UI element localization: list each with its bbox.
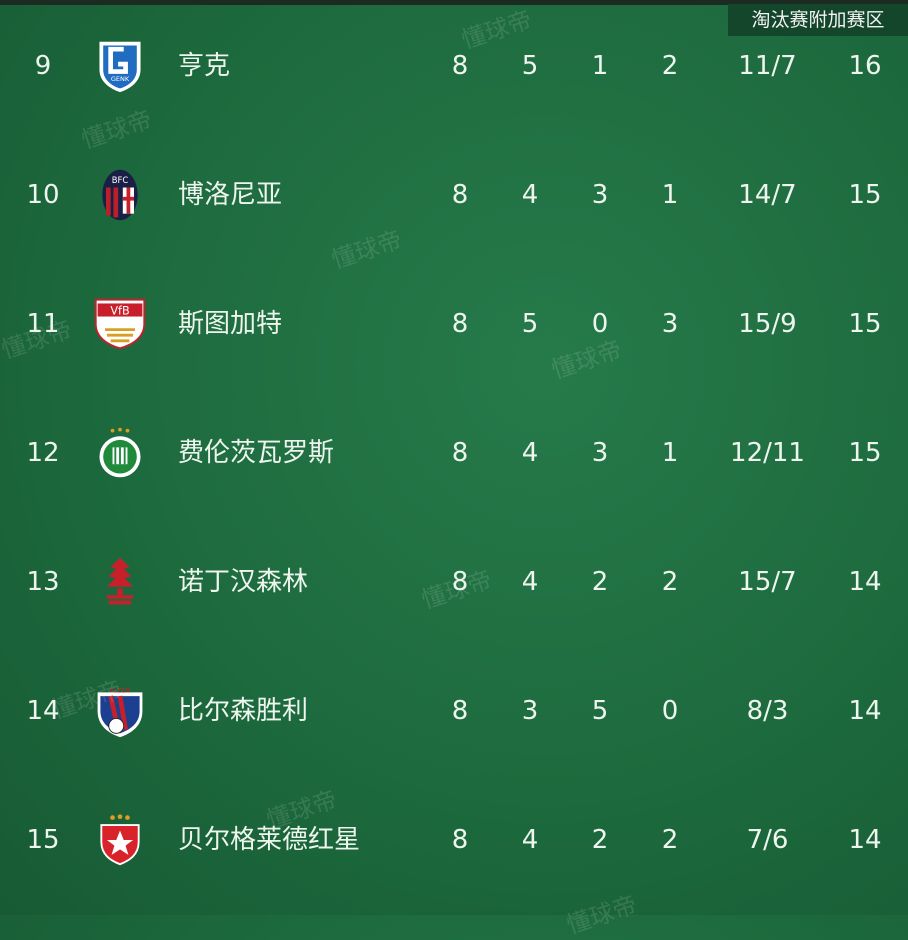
points-cell: 15 [848,309,882,339]
drawn-cell: 0 [591,309,609,339]
won-cell: 3 [521,696,539,726]
ferencvaros-crest-icon [90,425,150,481]
played-cell: 8 [451,567,469,597]
played-cell: 8 [451,309,469,339]
goals-cell: 8/3 [746,696,789,726]
rank-cell: 14 [26,696,60,726]
rank-cell: 11 [26,309,60,339]
lost-cell: 2 [661,51,679,81]
lost-cell: 2 [661,567,679,597]
goals-cell: 14/7 [738,180,797,210]
won-cell: 4 [521,567,539,597]
team-name: 比尔森胜利 [178,696,309,726]
played-cell: 8 [451,825,469,855]
table-row[interactable]: 15 贝尔格莱德红星 8 4 2 2 7/6 14 [0,810,908,870]
rank-cell: 10 [26,180,60,210]
table-row[interactable]: GENK 9 亨克 8 5 1 2 11/7 16 [0,36,908,96]
won-cell: 5 [521,51,539,81]
lost-cell: 1 [661,438,679,468]
drawn-cell: 3 [591,438,609,468]
team-name: 贝尔格莱德红星 [178,825,361,855]
won-cell: 4 [521,438,539,468]
points-cell: 14 [848,696,882,726]
played-cell: 8 [451,180,469,210]
svg-text:VfB: VfB [110,305,129,318]
drawn-cell: 2 [591,567,609,597]
svg-text:GENK: GENK [111,75,130,83]
points-cell: 14 [848,825,882,855]
goals-cell: 12/11 [730,438,805,468]
goals-cell: 15/7 [738,567,797,597]
watermark: 懂球帝 [563,890,641,940]
rank-cell: 12 [26,438,60,468]
table-row[interactable]: VfB 11 斯图加特 8 5 0 3 15/9 15 [0,294,908,354]
drawn-cell: 2 [591,825,609,855]
goals-cell: 7/6 [746,825,789,855]
played-cell: 8 [451,438,469,468]
svg-text:PLZEŇ: PLZEŇ [109,685,130,694]
table-row[interactable]: 12 费伦茨瓦罗斯 8 4 3 1 12/11 15 [0,423,908,483]
team-name: 费伦茨瓦罗斯 [178,438,335,468]
lost-cell: 2 [661,825,679,855]
zone-label: 淘汰赛附加赛区 [728,4,908,36]
lost-cell: 3 [661,309,679,339]
table-row[interactable]: BFC 10 博洛尼亚 8 4 3 1 14/7 15 [0,165,908,225]
team-name: 斯图加特 [178,309,283,339]
drawn-cell: 1 [591,51,609,81]
team-name: 博洛尼亚 [178,180,283,210]
points-cell: 15 [848,180,882,210]
bologna-crest-icon: BFC [90,167,150,223]
svg-text:BFC: BFC [112,175,129,185]
rank-cell: 9 [34,51,52,81]
table-row[interactable]: 13 诺丁汉森林 8 4 2 2 15/7 14 [0,552,908,612]
viktoria-plzen-crest-icon: PLZEŇ [90,683,150,739]
lost-cell: 1 [661,180,679,210]
genk-crest-icon: GENK [90,38,150,94]
drawn-cell: 5 [591,696,609,726]
rank-cell: 15 [26,825,60,855]
points-cell: 16 [848,51,882,81]
watermark: 懂球帝 [328,225,406,275]
lost-cell: 0 [661,696,679,726]
nottingham-forest-crest-icon [90,554,150,610]
played-cell: 8 [451,696,469,726]
points-cell: 15 [848,438,882,468]
won-cell: 4 [521,825,539,855]
table-row[interactable]: PLZEŇ 14 比尔森胜利 8 3 5 0 8/3 14 [0,681,908,741]
goals-cell: 11/7 [738,51,797,81]
team-name: 亨克 [178,51,231,81]
team-name: 诺丁汉森林 [178,567,309,597]
won-cell: 5 [521,309,539,339]
won-cell: 4 [521,180,539,210]
drawn-cell: 3 [591,180,609,210]
red-star-belgrade-crest-icon [90,812,150,868]
goals-cell: 15/9 [738,309,797,339]
watermark: 懂球帝 [78,105,156,155]
rank-cell: 13 [26,567,60,597]
played-cell: 8 [451,51,469,81]
top-bar [0,0,908,5]
stuttgart-crest-icon: VfB [90,296,150,352]
points-cell: 14 [848,567,882,597]
